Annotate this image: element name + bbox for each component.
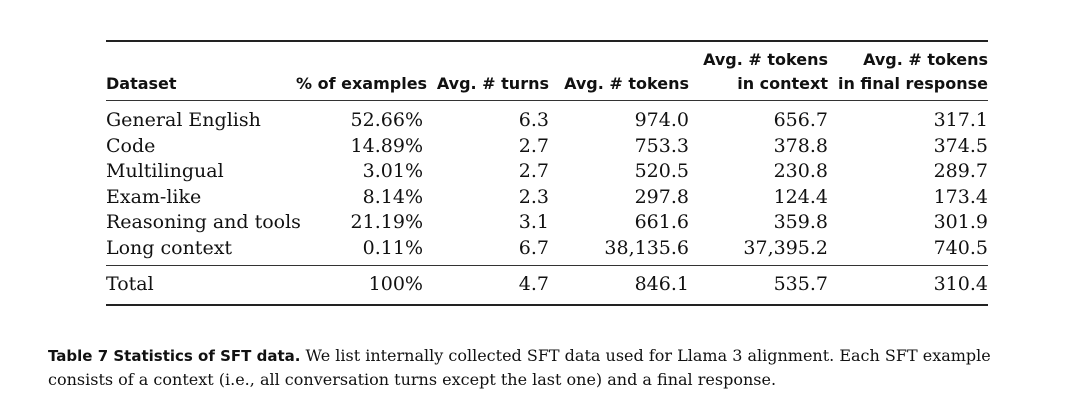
cell-tokens: 974.0 [634,109,689,131]
cell-turns: 2.3 [518,185,549,208]
cell-tokens: 520.5 [634,160,689,182]
cell-turns: 6.3 [518,109,549,131]
cell-tokens: 753.3 [634,134,689,157]
cell-tokens-context: 37,395.2 [743,236,828,259]
cell-dataset: Exam-like [106,185,202,208]
cell-percent: 14.89% [350,134,423,157]
header-dataset: Dataset [106,74,177,93]
sft-statistics-table-container: Dataset % of examples Avg. # turns Avg. … [106,40,988,306]
cell-turns: 6.7 [518,236,549,259]
cell-turns: 2.7 [518,160,549,182]
cell-dataset: Reasoning and tools [106,211,301,233]
table-row: General English 52.66% 6.3 974.0 656.7 3… [106,101,988,134]
cell-tokens-final: 289.7 [933,160,988,182]
total-tokens: 846.1 [634,273,689,295]
cell-percent: 52.66% [350,109,423,131]
header-percent-examples: % of examples [296,74,428,93]
cell-tokens: 297.8 [634,185,689,208]
cell-tokens-context: 378.8 [773,134,828,157]
table-row: Multilingual 3.01% 2.7 520.5 230.8 289.7 [106,159,988,185]
cell-dataset: Long context [106,236,233,259]
cell-tokens: 661.6 [634,211,689,233]
header-avg-tokens-final-response: Avg. # tokens in final response [837,50,988,93]
table-row: Long context 0.11% 6.7 38,135.6 37,395.2… [106,236,988,266]
cell-tokens-final: 317.1 [933,109,988,131]
cell-tokens-final: 173.4 [933,185,988,208]
cell-percent: 0.11% [362,236,423,259]
cell-tokens-context: 124.4 [773,185,828,208]
cell-tokens-final: 301.9 [933,211,988,233]
sft-statistics-table: Dataset % of examples Avg. # turns Avg. … [106,40,988,306]
table-row: Reasoning and tools 21.19% 3.1 661.6 359… [106,210,988,236]
cell-turns: 3.1 [518,211,549,233]
total-percent: 100% [368,273,423,295]
table-caption: Table 7 Statistics of SFT data. We list … [48,344,1058,391]
cell-dataset: Code [106,134,156,157]
cell-percent: 21.19% [350,211,423,233]
cell-tokens-context: 230.8 [773,160,828,182]
total-label: Total [106,273,154,295]
table-row: Code 14.89% 2.7 753.3 378.8 374.5 [106,134,988,160]
cell-tokens-final: 740.5 [933,236,988,259]
cell-tokens-final: 374.5 [933,134,988,157]
caption-text: We list internally collected SFT data us… [48,346,991,389]
cell-tokens: 38,135.6 [604,236,689,259]
total-tokens-final: 310.4 [933,273,988,295]
cell-percent: 8.14% [362,185,423,208]
cell-tokens-context: 359.8 [773,211,828,233]
header-avg-tokens-context: Avg. # tokens in context [703,50,828,93]
total-tokens-context: 535.7 [773,273,828,295]
cell-dataset: Multilingual [106,160,224,182]
cell-tokens-context: 656.7 [773,109,828,131]
header-avg-tokens: Avg. # tokens [564,74,689,93]
cell-percent: 3.01% [362,160,423,182]
total-row: Total 100% 4.7 846.1 535.7 310.4 [106,265,988,305]
header-row: Dataset % of examples Avg. # turns Avg. … [106,41,988,101]
caption-label: Table 7 Statistics of SFT data. [48,347,301,365]
cell-dataset: General English [106,109,261,131]
total-turns: 4.7 [518,273,549,295]
header-avg-turns: Avg. # turns [436,74,549,93]
cell-turns: 2.7 [518,134,549,157]
table-row: Exam-like 8.14% 2.3 297.8 124.4 173.4 [106,185,988,211]
